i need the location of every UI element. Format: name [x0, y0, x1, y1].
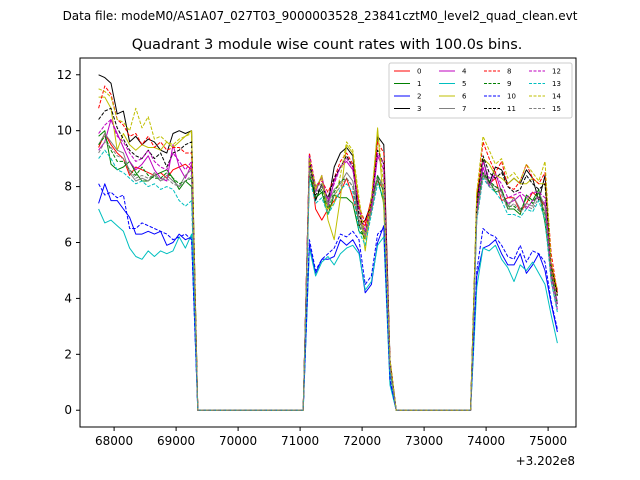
legend-box: [388, 62, 573, 119]
x-tick-label-72000: 72000: [343, 434, 381, 448]
legend-label-8: 8: [507, 68, 511, 76]
legend-label-6: 6: [462, 93, 467, 101]
y-tick-label-2: 2: [64, 347, 72, 361]
legend-label-5: 5: [462, 80, 466, 88]
plot-frame: [79, 57, 577, 428]
legend-label-11: 11: [507, 105, 516, 113]
y-tick-label-0: 0: [64, 403, 72, 417]
x-tick-label-74000: 74000: [467, 434, 505, 448]
chart-suptitle: Data file: modeM0/AS1A07_027T03_90000035…: [63, 9, 578, 23]
x-offset-label: +3.202e8: [516, 454, 575, 468]
legend-label-12: 12: [552, 68, 561, 76]
legend-label-10: 10: [507, 93, 516, 101]
legend-label-3: 3: [417, 105, 421, 113]
legend-label-0: 0: [417, 68, 421, 76]
y-tick-label-10: 10: [57, 124, 72, 138]
series-line-14: [98, 88, 558, 411]
x-tick-label-73000: 73000: [405, 434, 443, 448]
x-tick-label-70000: 70000: [219, 434, 257, 448]
y-tick-label-6: 6: [64, 236, 72, 250]
legend-label-15: 15: [552, 105, 561, 113]
x-tick-label-69000: 69000: [157, 434, 195, 448]
series-line-5: [98, 208, 558, 411]
legend-label-9: 9: [507, 80, 511, 88]
legend-label-1: 1: [417, 80, 421, 88]
x-tick-label-71000: 71000: [281, 434, 319, 448]
series-line-10: [98, 183, 558, 411]
x-tick-label-68000: 68000: [95, 434, 133, 448]
series-line-2: [98, 183, 558, 411]
series-line-8: [98, 85, 558, 411]
legend-label-7: 7: [462, 105, 466, 113]
series-line-15: [98, 141, 558, 411]
legend-label-2: 2: [417, 93, 421, 101]
series-line-11: [98, 107, 558, 411]
series-lines: [98, 74, 558, 411]
y-tick-label-12: 12: [57, 68, 72, 82]
legend-label-4: 4: [462, 68, 467, 76]
chart-title: Quadrant 3 module wise count rates with …: [132, 37, 523, 53]
x-tick-label-75000: 75000: [529, 434, 567, 448]
legend-label-14: 14: [552, 93, 561, 101]
legend-label-13: 13: [552, 80, 561, 88]
y-tick-label-4: 4: [64, 291, 72, 305]
series-line-12: [98, 119, 558, 411]
axis-ticks: 68000 69000 70000 71000 72000 73000 74000 75000…: [57, 68, 567, 448]
series-line-9: [98, 135, 558, 411]
y-tick-label-8: 8: [64, 180, 72, 194]
